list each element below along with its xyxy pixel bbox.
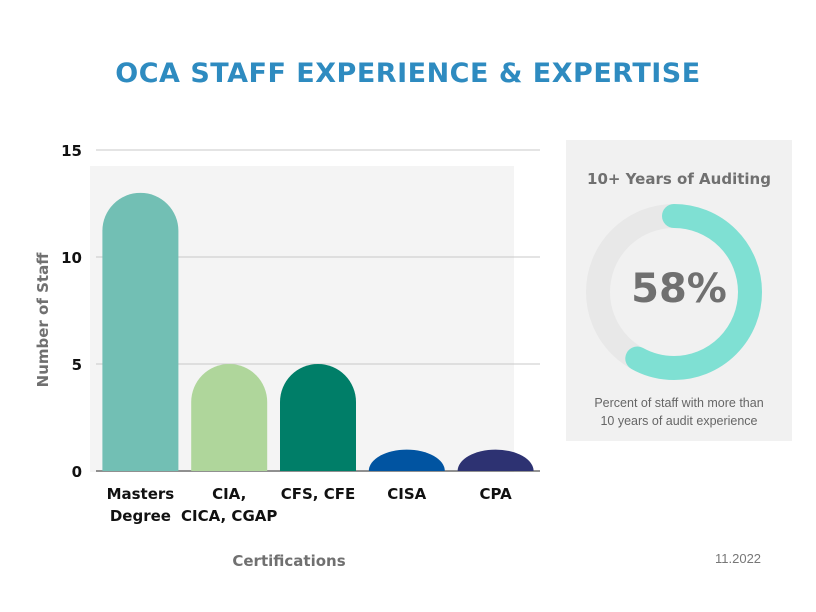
kpi-ring-progress	[586, 204, 762, 380]
page-title: OCA STAFF EXPERIENCE & EXPERTISE	[115, 58, 701, 89]
y-tick-label: 5	[72, 356, 82, 374]
kpi-value: 58%	[631, 266, 727, 312]
x-tick-label: CIA,	[212, 485, 246, 503]
report-date: 11.2022	[715, 551, 762, 566]
x-tick-label: CPA	[479, 485, 512, 503]
bar	[368, 449, 445, 471]
bar	[102, 192, 179, 471]
bar	[191, 364, 268, 471]
kpi-title: 10+ Years of Auditing	[587, 170, 771, 188]
kpi-caption-line: Percent of staff with more than	[594, 396, 764, 410]
x-axis-label: Certifications	[232, 552, 345, 570]
kpi-caption-line: 10 years of audit experience	[600, 414, 758, 428]
bar	[457, 449, 534, 471]
x-tick-label: CICA, CGAP	[181, 507, 277, 525]
bars	[102, 192, 534, 471]
y-tick-label: 15	[61, 142, 82, 160]
bar	[280, 364, 356, 471]
y-tick-label: 10	[61, 249, 82, 267]
x-tick-label: CISA	[387, 485, 426, 503]
kpi-caption: Percent of staff with more than 10 years…	[566, 394, 792, 430]
y-tick-label: 0	[72, 463, 82, 481]
x-tick-label: Masters	[107, 485, 175, 503]
y-axis-label: Number of Staff	[34, 252, 52, 388]
x-tick-label: Degree	[110, 507, 171, 525]
x-tick-label: CFS, CFE	[281, 485, 355, 503]
y-tick-labels: 0 5 10 15	[61, 142, 82, 481]
